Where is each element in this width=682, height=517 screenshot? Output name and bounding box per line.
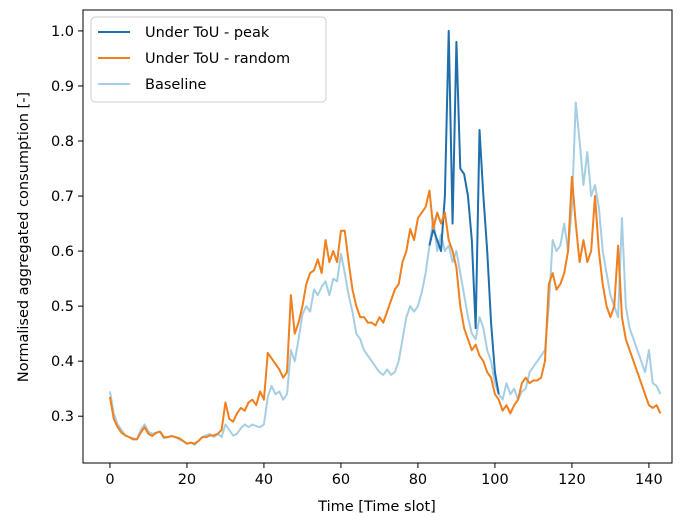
legend-frame bbox=[90, 16, 327, 103]
series-line-under-tou-peak bbox=[428, 29, 500, 395]
y-tick-label: 1.0 bbox=[51, 24, 74, 40]
y-tick-label: 0.4 bbox=[51, 354, 74, 370]
legend: Under ToU - peak Under ToU - random Baseli… bbox=[90, 16, 327, 103]
x-axis-label: Time [Time slot] bbox=[317, 499, 436, 515]
x-axis: 0 20 40 60 80 100 120 140 bbox=[105, 463, 663, 488]
x-tick-label: 60 bbox=[332, 472, 350, 488]
y-axis: 0.3 0.4 0.5 0.6 0.7 0.8 0.9 1.0 bbox=[51, 24, 83, 425]
legend-label: Baseline bbox=[145, 77, 207, 93]
series-layer bbox=[108, 29, 662, 446]
y-tick-label: 0.8 bbox=[51, 134, 74, 150]
x-tick-label: 100 bbox=[481, 472, 509, 488]
x-tick-label: 20 bbox=[178, 472, 196, 488]
y-axis-label: Normalised aggregated consumption [-] bbox=[16, 92, 32, 382]
x-tick-label: 0 bbox=[105, 472, 114, 488]
series-line-under-tou-random bbox=[108, 175, 662, 445]
y-tick-label: 0.5 bbox=[51, 299, 74, 315]
legend-label: Under ToU - random bbox=[145, 51, 290, 67]
plot-frame bbox=[82, 9, 673, 464]
x-tick-label: 140 bbox=[635, 472, 663, 488]
legend-label: Under ToU - peak bbox=[145, 25, 270, 41]
x-tick-label: 120 bbox=[558, 472, 586, 488]
x-tick-label: 80 bbox=[409, 472, 427, 488]
y-tick-label: 0.9 bbox=[51, 79, 74, 95]
y-tick-label: 0.6 bbox=[51, 244, 74, 260]
y-tick-label: 0.3 bbox=[51, 409, 74, 425]
x-tick-label: 40 bbox=[255, 472, 273, 488]
y-tick-label: 0.7 bbox=[51, 189, 74, 205]
